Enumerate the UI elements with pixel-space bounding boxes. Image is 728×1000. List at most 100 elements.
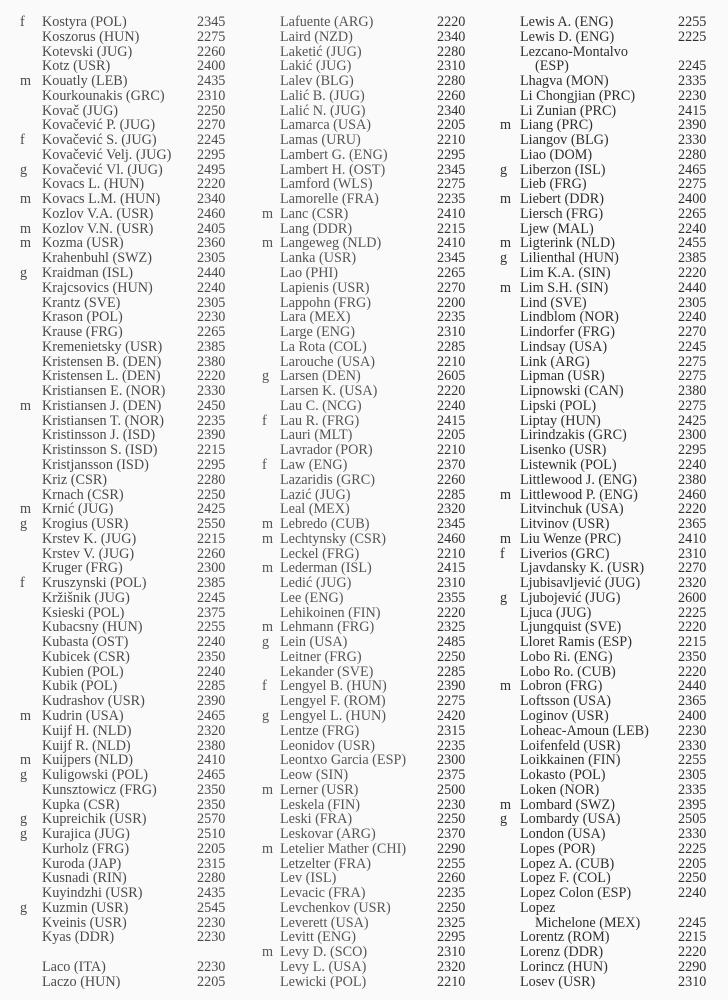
player-name: Lengyel F. (ROM): [280, 693, 386, 710]
player-rating: 2315: [437, 722, 466, 739]
player-name: Ljubisavljević (JUG): [520, 575, 641, 592]
player-rating: 2320: [678, 575, 707, 592]
title-marker: f: [500, 545, 505, 562]
player-rating: 2345: [437, 161, 466, 178]
player-rating: 2205: [197, 973, 226, 990]
player-rating: 2275: [678, 368, 707, 385]
player-rating: 2350: [197, 781, 226, 798]
player-rating: 2350: [197, 796, 226, 813]
player-name: Lafuente (ARG): [280, 14, 374, 30]
player-rating: 2450: [197, 397, 226, 414]
title-marker: m: [500, 235, 512, 252]
player-rating: 2570: [197, 811, 226, 828]
player-rating: 2355: [437, 589, 466, 606]
player-name: Kuijpers (NLD): [42, 752, 134, 769]
player-rating: 2205: [437, 117, 466, 134]
player-rating: 2345: [197, 14, 226, 30]
player-name: Kubacsny (HUN): [42, 619, 143, 636]
title-marker: m: [262, 560, 274, 577]
player-rating: 2230: [197, 914, 226, 931]
player-name: Lieb (FRG): [520, 176, 587, 193]
player-rating: 2345: [437, 516, 466, 533]
player-rating: 2255: [437, 855, 466, 872]
player-rating: 2465: [197, 767, 226, 784]
player-name: Lopez: [520, 899, 556, 916]
player-rating: 2425: [678, 412, 707, 429]
player-name: Kovacs L. (HUN): [42, 176, 145, 193]
player-rating: 2605: [437, 368, 466, 385]
player-rating: 2210: [437, 132, 466, 149]
player-rating: 2310: [678, 545, 707, 562]
player-name: Laco (ITA): [42, 959, 106, 975]
player-name: Kristinsson J. (ISD): [42, 427, 156, 444]
player-name: Larsen K. (USA): [280, 383, 378, 400]
player-rating: 2245: [678, 914, 707, 931]
player-name: Kveinis (USR): [42, 914, 127, 931]
player-name: Lewis D. (ENG): [520, 28, 615, 45]
player-name: Larsen (DEN): [280, 368, 361, 385]
player-name: Kruszynski (POL): [42, 575, 147, 592]
player-rating: 2390: [437, 678, 466, 695]
player-rating: 2210: [437, 973, 466, 990]
title-marker: g: [500, 811, 508, 828]
player-rating: 2400: [678, 191, 707, 208]
title-marker: m: [20, 707, 32, 724]
player-rating: 2270: [678, 560, 707, 577]
player-rating: 2275: [197, 28, 226, 45]
player-name: Kovač (JUG): [42, 102, 119, 119]
player-name: Koszorus (HUN): [42, 28, 140, 45]
player-rating: 2240: [197, 634, 226, 651]
player-rating: 2300: [437, 752, 466, 769]
player-rating: 2295: [678, 442, 707, 459]
player-name: Kovačević Vl. (JUG): [42, 161, 163, 178]
title-marker: m: [262, 516, 274, 533]
title-marker: g: [500, 589, 508, 606]
player-name: Leskela (FIN): [280, 796, 360, 813]
player-name: Lobo Ro. (CUB): [520, 663, 616, 680]
player-rating: 2220: [678, 619, 707, 636]
player-name: Lim S.H. (SIN): [520, 279, 609, 296]
player-rating: 2500: [437, 781, 466, 798]
player-rating: 2385: [197, 338, 226, 355]
player-name: London (USA): [520, 826, 606, 843]
player-rating: 2310: [678, 973, 707, 990]
player-name: Lekander (SVE): [280, 663, 374, 680]
title-marker: m: [500, 191, 512, 208]
player-name: Loikkainen (FIN): [520, 752, 621, 769]
player-rating: 2255: [678, 14, 707, 30]
player-rating: 2220: [437, 14, 466, 30]
player-name: Lindblom (NOR): [520, 309, 619, 326]
player-name: Kristiansen T. (NOR): [42, 412, 165, 429]
title-marker: f: [262, 678, 267, 695]
player-name: Kovačević P. (JUG): [42, 117, 156, 134]
player-rating: 2410: [678, 530, 707, 547]
player-rating: 2225: [678, 604, 707, 621]
title-marker: m: [262, 840, 274, 857]
player-name: Lorincz (HUN): [520, 959, 608, 975]
player-rating: 2385: [197, 575, 226, 592]
player-name: Kuroda (JAP): [42, 855, 122, 872]
player-name: Lalić B. (JUG): [280, 87, 365, 104]
player-name: Kristjansson (ISD): [42, 456, 149, 473]
player-rating: 2240: [678, 456, 707, 473]
player-rating: 2285: [437, 338, 466, 355]
player-rating: 2260: [197, 43, 226, 60]
player-rating: 2440: [678, 678, 707, 695]
player-rating: 2350: [197, 648, 226, 665]
player-name: Lloret Ramis (ESP): [520, 634, 632, 651]
player-rating: 2270: [197, 117, 226, 134]
player-name: Letzelter (FRA): [280, 855, 371, 872]
player-name: Ligterink (NLD): [520, 235, 615, 252]
title-marker: f: [20, 14, 25, 30]
player-rating: 2240: [197, 663, 226, 680]
player-name: Lamford (WLS): [280, 176, 373, 193]
player-rating: 2230: [197, 959, 226, 975]
player-name: Lewis A. (ENG): [520, 14, 614, 30]
player-rating: 2310: [437, 324, 466, 341]
player-rating: 2215: [197, 530, 226, 547]
player-name: Liersch (FRG): [520, 205, 604, 222]
player-rating: 2310: [437, 944, 466, 961]
player-rating: 2295: [437, 146, 466, 163]
player-name: Ljubojević (JUG): [520, 589, 621, 606]
player-name: Kupka (CSR): [42, 796, 120, 813]
